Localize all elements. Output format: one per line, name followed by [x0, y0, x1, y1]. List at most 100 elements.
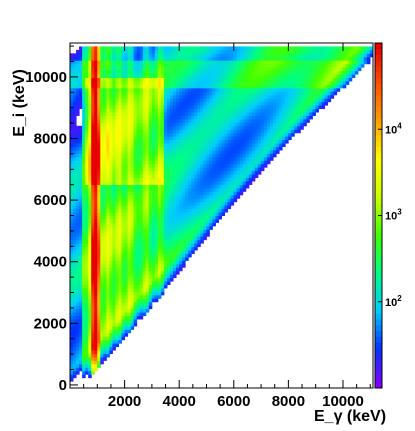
heatmap-cell: [215, 167, 219, 172]
heatmap-cell: [139, 250, 144, 254]
heatmap-cell: [179, 98, 183, 103]
heatmap-cell: [230, 56, 235, 61]
heatmap-cell: [179, 122, 183, 127]
heatmap-cell: [169, 56, 174, 61]
heatmap-cell: [315, 63, 319, 68]
heatmap-cell: [236, 191, 241, 196]
heatmap-cell: [209, 84, 213, 89]
heatmap-cell: [160, 191, 165, 196]
heatmap-cell: [94, 332, 98, 337]
heatmap-cell: [324, 67, 329, 72]
heatmap-cell: [251, 98, 256, 103]
heatmap-cell: [215, 125, 219, 130]
heatmap-cell: [169, 91, 174, 96]
heatmap-cell: [339, 84, 344, 89]
heatmap-cell: [203, 174, 207, 179]
heatmap-cell: [200, 139, 204, 144]
heatmap-cell: [157, 46, 162, 51]
heatmap-cell: [70, 170, 74, 175]
heatmap-cell: [227, 156, 232, 161]
heatmap-cell: [303, 53, 307, 58]
heatmap-cell: [188, 187, 192, 192]
heatmap-cell: [169, 236, 174, 241]
heatmap-cell: [218, 143, 222, 147]
heatmap-cell: [91, 191, 95, 196]
heatmap-cell: [130, 263, 135, 268]
heatmap-cell: [312, 53, 316, 58]
heatmap-cell: [157, 132, 162, 137]
heatmap-cell: [236, 146, 241, 151]
heatmap-cell: [100, 225, 104, 230]
heatmap-cell: [233, 84, 238, 89]
heatmap-cell: [282, 143, 286, 147]
heatmap-cell: [154, 160, 159, 165]
heatmap-cell: [73, 174, 77, 179]
heatmap-cell: [100, 312, 104, 317]
heatmap-cell: [88, 374, 92, 379]
heatmap-cell: [218, 191, 222, 196]
heatmap-cell: [91, 319, 95, 323]
heatmap-cell: [109, 291, 113, 296]
heatmap-cell: [103, 184, 107, 189]
heatmap-cell: [130, 70, 135, 75]
heatmap-cell: [315, 60, 319, 65]
heatmap-cell: [121, 281, 126, 285]
heatmap-cell: [324, 56, 329, 61]
heatmap-cell: [154, 156, 159, 161]
heatmap-cell: [169, 225, 174, 230]
heatmap-cell: [79, 67, 83, 72]
heatmap-cell: [209, 208, 213, 213]
heatmap-cell: [182, 194, 186, 199]
heatmap-cell: [276, 80, 280, 85]
heatmap-cell: [76, 360, 80, 365]
heatmap-cell: [254, 115, 259, 120]
heatmap-cell: [151, 129, 156, 134]
heatmap-cell: [303, 70, 307, 75]
heatmap-cell: [282, 87, 286, 92]
heatmap-cell: [121, 243, 126, 248]
heatmap-cell: [157, 74, 162, 78]
heatmap-cell: [248, 105, 253, 110]
heatmap-cell: [109, 153, 113, 158]
heatmap-cell: [100, 108, 104, 113]
heatmap-cell: [130, 167, 135, 172]
heatmap-cell: [157, 291, 162, 296]
heatmap-cell: [176, 132, 180, 137]
heatmap-cell: [233, 115, 238, 120]
heatmap-cell: [245, 149, 250, 154]
heatmap-cell: [266, 115, 271, 120]
heatmap-cell: [70, 312, 74, 317]
heatmap-cell: [194, 80, 198, 85]
heatmap-cell: [151, 284, 156, 289]
heatmap-cell: [209, 160, 213, 165]
heatmap-cell: [260, 136, 265, 141]
heatmap-cell: [269, 63, 274, 68]
heatmap-cell: [188, 232, 192, 237]
heatmap-cell: [173, 160, 177, 165]
heatmap-cell: [260, 132, 265, 137]
heatmap-cell: [209, 184, 213, 189]
heatmap-cell: [154, 87, 159, 92]
heatmap-cell: [73, 56, 77, 61]
heatmap-cell: [70, 153, 74, 158]
heatmap-cell: [115, 49, 119, 54]
heatmap-cell: [115, 260, 119, 265]
heatmap-cell: [82, 87, 86, 92]
heatmap-cell: [118, 118, 123, 123]
heatmap-cell: [297, 87, 301, 92]
heatmap-cell: [242, 146, 247, 151]
heatmap-cell: [115, 281, 119, 285]
heatmap-cell: [248, 49, 253, 54]
heatmap-cell: [233, 139, 238, 144]
heatmap-cell: [239, 122, 244, 127]
heatmap-cell: [136, 112, 141, 116]
heatmap-cell: [124, 250, 129, 254]
heatmap-cell: [182, 105, 186, 110]
heatmap-cell: [82, 229, 86, 234]
heatmap-cell: [94, 160, 98, 165]
heatmap-cell: [266, 101, 271, 106]
heatmap-cell: [73, 70, 77, 75]
heatmap-cell: [79, 129, 83, 134]
heatmap-cell: [291, 101, 295, 106]
heatmap-cell: [133, 122, 138, 127]
